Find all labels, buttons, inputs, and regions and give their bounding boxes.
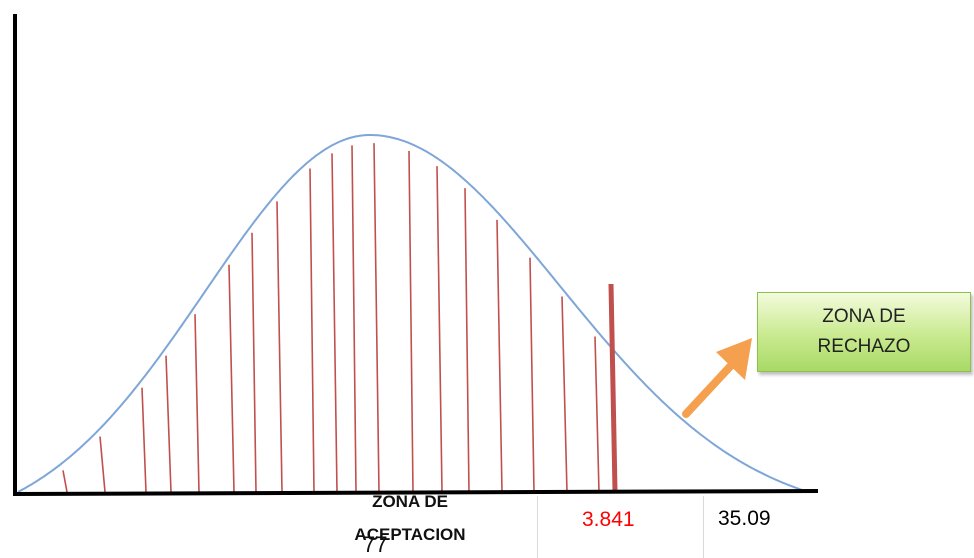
hatch-line	[228, 264, 235, 493]
acceptance-zone-line1: ZONA DE	[372, 492, 448, 511]
acceptance-hatching	[62, 143, 600, 493]
hatch-line	[62, 470, 68, 493]
hatch-line	[165, 355, 172, 493]
hatch-line	[141, 387, 147, 493]
table-divider	[703, 496, 704, 558]
rejection-zone-box: ZONA DE RECHAZO	[757, 292, 971, 372]
hatch-line	[276, 201, 283, 493]
acceptance-zone-line2: ACEPTACION	[354, 525, 466, 544]
hatch-line	[331, 153, 338, 493]
hatch-line	[194, 314, 200, 493]
distribution-curve	[17, 134, 809, 493]
rejection-zone-line1: ZONA DE	[822, 306, 906, 327]
x-axis	[12, 489, 819, 496]
hatch-line	[99, 436, 106, 493]
computed-value: 35.09	[718, 507, 771, 530]
critical-value: 3.841	[582, 508, 635, 531]
hatch-line	[561, 296, 568, 493]
critical-value-line	[608, 283, 618, 492]
hatch-line	[251, 232, 257, 493]
hatch-line	[529, 257, 535, 493]
hatch-line	[373, 143, 380, 493]
hatch-line	[436, 166, 443, 493]
hatch-line	[594, 336, 600, 493]
hatch-line	[408, 150, 414, 493]
page-number: 77	[363, 532, 388, 557]
hatch-line	[309, 168, 315, 493]
hatch-line	[496, 219, 503, 493]
hatch-line	[351, 145, 357, 493]
rejection-zone-line2: RECHAZO	[817, 336, 911, 357]
hatch-line	[464, 188, 470, 493]
table-divider	[537, 496, 538, 558]
arrow-icon	[682, 338, 752, 418]
